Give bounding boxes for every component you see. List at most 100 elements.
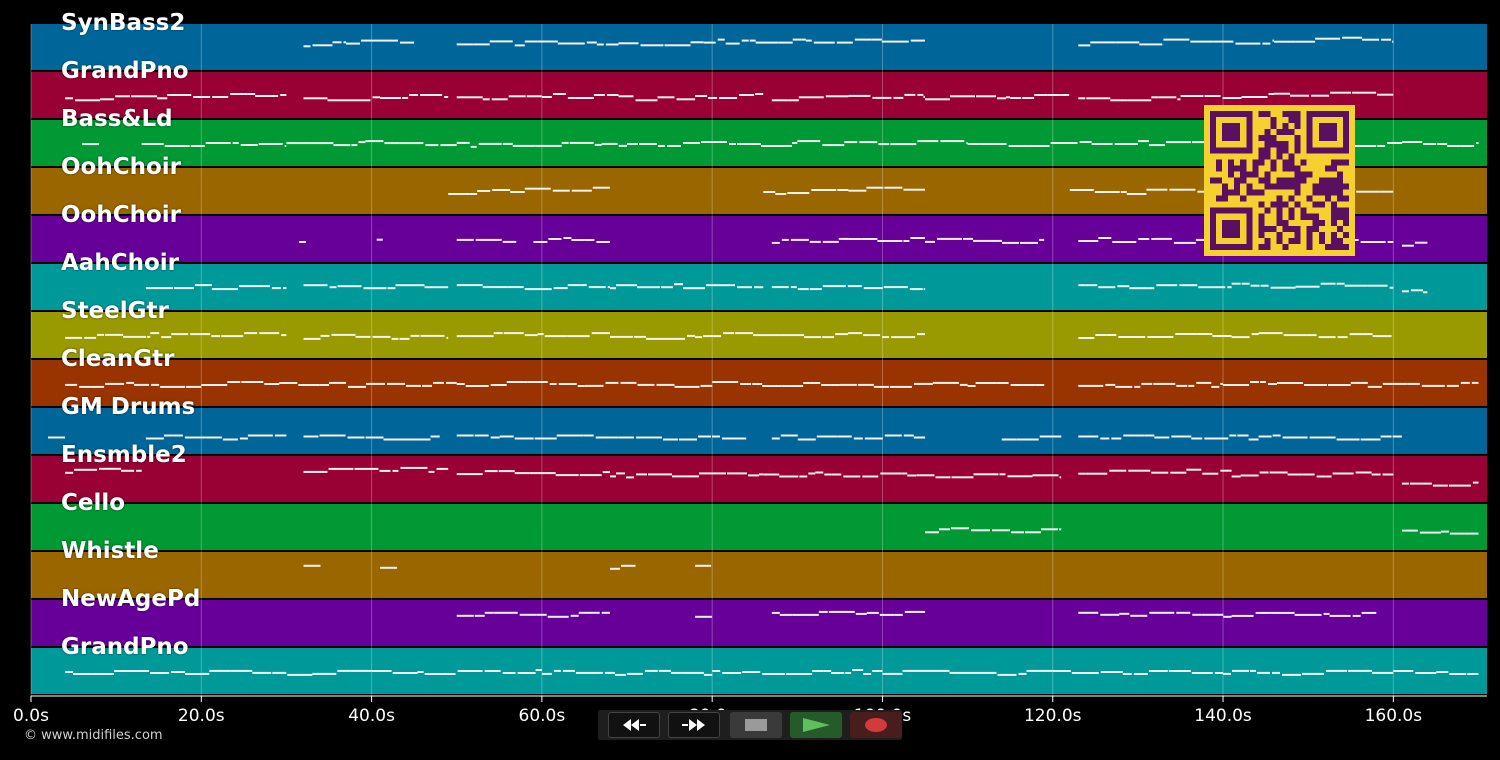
- note: [1259, 436, 1272, 438]
- note: [1155, 238, 1172, 240]
- qr-module: [1343, 220, 1349, 226]
- note: [988, 240, 1002, 242]
- note: [420, 94, 442, 96]
- note: [742, 40, 749, 42]
- note: [659, 670, 671, 672]
- note: [1211, 386, 1219, 388]
- note: [380, 567, 397, 569]
- note: [595, 144, 602, 146]
- note: [536, 669, 542, 671]
- note: [682, 672, 704, 674]
- note: [206, 437, 222, 439]
- note: [858, 384, 874, 386]
- qr-module: [1295, 190, 1301, 196]
- record-button[interactable]: [850, 712, 902, 738]
- note: [1123, 435, 1144, 437]
- note: [885, 435, 902, 437]
- qr-finder-core: [1222, 123, 1240, 141]
- qr-module: [1276, 129, 1282, 135]
- note: [861, 238, 877, 240]
- note: [492, 98, 508, 100]
- note: [185, 437, 206, 439]
- note: [1134, 386, 1140, 388]
- note: [626, 476, 634, 478]
- note: [121, 470, 134, 472]
- note: [1078, 436, 1098, 438]
- note: [1241, 475, 1259, 477]
- note: [147, 336, 150, 338]
- note: [485, 470, 498, 472]
- qr-module: [1325, 196, 1331, 202]
- note: [1059, 528, 1061, 530]
- note: [150, 332, 159, 334]
- qr-module: [1313, 184, 1319, 190]
- play-button[interactable]: [790, 712, 842, 738]
- note: [1310, 437, 1336, 439]
- note: [364, 287, 387, 289]
- note: [1302, 673, 1324, 675]
- track-label: GM Drums: [61, 394, 195, 420]
- note: [621, 565, 628, 567]
- qr-module: [1258, 244, 1264, 250]
- note: [977, 672, 997, 674]
- note: [667, 145, 681, 147]
- note: [425, 286, 449, 288]
- note: [792, 142, 797, 144]
- qr-module: [1283, 111, 1289, 117]
- note: [553, 93, 566, 95]
- note: [239, 285, 264, 287]
- note: [781, 435, 798, 437]
- stop-button[interactable]: [730, 712, 782, 738]
- note: [440, 144, 456, 146]
- rewind-button[interactable]: [608, 712, 660, 738]
- note: [185, 673, 201, 675]
- note: [1472, 382, 1479, 384]
- note: [536, 145, 562, 147]
- qr-module: [1216, 177, 1222, 183]
- note: [843, 476, 860, 478]
- note: [171, 671, 185, 673]
- qr-module: [1276, 238, 1282, 244]
- qr-module: [1319, 238, 1325, 244]
- note: [628, 565, 636, 567]
- note: [933, 382, 959, 384]
- note: [1345, 285, 1368, 287]
- note: [123, 336, 146, 338]
- note: [1271, 612, 1295, 614]
- note: [1138, 140, 1149, 142]
- note: [780, 334, 804, 336]
- note: [819, 611, 828, 613]
- qr-module: [1216, 165, 1222, 171]
- note: [1170, 472, 1186, 474]
- note: [671, 672, 682, 674]
- note: [1048, 670, 1053, 672]
- qr-module: [1270, 202, 1276, 208]
- note: [884, 187, 902, 189]
- qr-module: [1246, 190, 1252, 196]
- note: [330, 286, 337, 288]
- note: [272, 287, 281, 289]
- note: [1319, 336, 1336, 338]
- note: [400, 42, 414, 44]
- fast-forward-button[interactable]: [668, 712, 720, 738]
- note: [304, 45, 311, 47]
- note: [485, 670, 501, 672]
- note: [542, 673, 552, 675]
- note: [377, 239, 383, 241]
- note: [1039, 239, 1044, 241]
- track-band: [31, 552, 1487, 598]
- note: [627, 437, 634, 439]
- note: [1467, 673, 1478, 675]
- qr-module: [1276, 153, 1282, 159]
- note: [448, 673, 456, 675]
- note: [1422, 385, 1445, 387]
- note: [533, 241, 547, 243]
- note: [1242, 283, 1250, 285]
- note: [674, 283, 683, 285]
- note: [763, 474, 779, 476]
- note: [1362, 612, 1377, 614]
- note: [1381, 39, 1391, 41]
- note: [365, 140, 383, 142]
- note: [1186, 469, 1201, 471]
- note: [126, 382, 134, 384]
